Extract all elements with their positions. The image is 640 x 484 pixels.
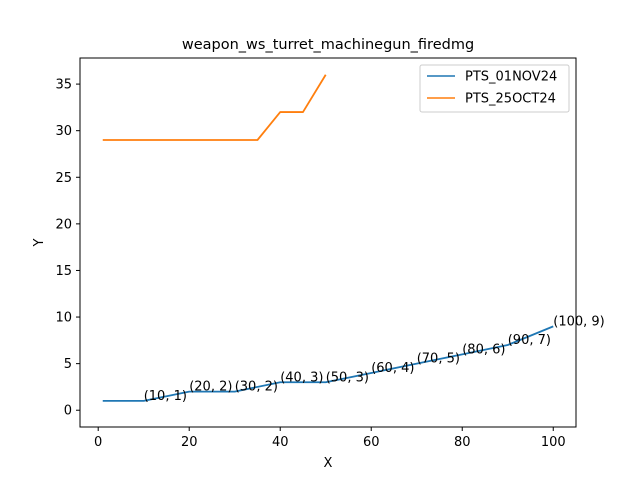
y-tick-label: 25 bbox=[55, 171, 72, 186]
y-tick-label: 0 bbox=[64, 404, 72, 419]
y-axis-ticks: 0 5 10 15 20 25 30 35 bbox=[55, 78, 80, 419]
x-tick-label: 60 bbox=[363, 435, 380, 450]
y-tick-label: 5 bbox=[64, 357, 72, 372]
series-layer bbox=[102, 74, 554, 402]
x-tick-label: 100 bbox=[541, 435, 566, 450]
data-label: (60, 4) bbox=[371, 361, 414, 376]
y-tick-label: 15 bbox=[55, 264, 72, 279]
data-label: (100, 9) bbox=[553, 314, 605, 329]
data-label: (80, 6) bbox=[462, 342, 505, 357]
data-label: (10, 1) bbox=[144, 389, 187, 404]
chart-title: weapon_ws_turret_machinegun_firedmg bbox=[182, 37, 474, 53]
data-label: (40, 3) bbox=[280, 370, 323, 385]
x-axis-label: X bbox=[324, 456, 333, 471]
plot-frame bbox=[79, 57, 577, 428]
data-label: (70, 5) bbox=[417, 352, 460, 367]
data-label: (20, 2) bbox=[189, 380, 232, 395]
annotation-layer: (10, 1)(20, 2) (30, 2)(40, 3) (50, 3)(60, … bbox=[144, 314, 605, 404]
y-tick-label: 10 bbox=[55, 311, 72, 326]
y-axis-label: Y bbox=[32, 238, 47, 247]
x-axis-ticks: 0 20 40 60 80 100 bbox=[94, 427, 566, 450]
data-label: (90, 7) bbox=[508, 333, 551, 348]
legend-label-pts-01nov24: PTS_01NOV24 bbox=[465, 70, 557, 85]
series-line-pts-01nov24 bbox=[102, 325, 554, 402]
legend: PTS_01NOV24 PTS_25OCT24 bbox=[419, 64, 570, 113]
x-tick-label: 40 bbox=[272, 435, 289, 450]
y-tick-label: 20 bbox=[55, 217, 72, 232]
data-label: (30, 2) bbox=[235, 380, 278, 395]
legend-box bbox=[419, 64, 570, 113]
y-tick-label: 30 bbox=[55, 124, 72, 139]
x-tick-label: 20 bbox=[181, 435, 198, 450]
data-label: (50, 3) bbox=[326, 370, 369, 385]
y-tick-label: 35 bbox=[55, 78, 72, 93]
x-tick-label: 80 bbox=[454, 435, 471, 450]
x-tick-label: 0 bbox=[94, 435, 102, 450]
legend-label-pts-25oct24: PTS_25OCT24 bbox=[465, 92, 556, 107]
series-line-pts-25oct24 bbox=[102, 74, 327, 141]
